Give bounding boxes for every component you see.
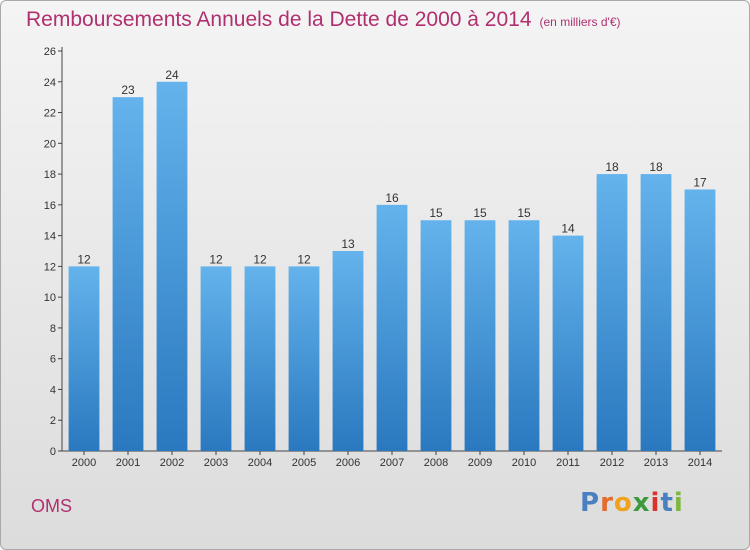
title-text: Remboursements Annuels de la Dette de 20… bbox=[26, 8, 532, 31]
bar bbox=[640, 174, 672, 452]
bar bbox=[288, 266, 320, 451]
x-tick-label: 2011 bbox=[556, 457, 580, 469]
bar bbox=[244, 266, 276, 451]
x-tick-label: 2000 bbox=[72, 457, 96, 469]
y-tick-label: 12 bbox=[44, 261, 56, 273]
logo-letter: i bbox=[673, 488, 684, 518]
logo-letter: i bbox=[650, 488, 661, 518]
bar bbox=[464, 220, 496, 451]
x-tick-label: 2007 bbox=[380, 457, 404, 469]
y-tick-label: 2 bbox=[50, 415, 56, 427]
x-tick-label: 2006 bbox=[336, 457, 360, 469]
x-axis: 2000 2001 2002 2003 2004 2005 2006 2007 2008 2009… bbox=[62, 450, 722, 469]
bar-value-label: 16 bbox=[385, 191, 399, 205]
bar bbox=[596, 174, 628, 452]
y-tick-label: 8 bbox=[50, 323, 56, 335]
y-tick-label: 22 bbox=[44, 108, 56, 120]
bar bbox=[376, 204, 408, 451]
bar bbox=[112, 97, 144, 452]
bar-value-label: 14 bbox=[561, 222, 575, 236]
bar-value-label: 12 bbox=[297, 252, 311, 266]
bar-value-label: 12 bbox=[209, 252, 223, 266]
bars: 12 23 24 12 12 12 13 16 15 15 15 14 18 18 17 bbox=[68, 68, 716, 452]
x-tick-label: 2008 bbox=[424, 457, 448, 469]
chart-title: Remboursements Annuels de la Dette de 20… bbox=[26, 8, 621, 32]
bar bbox=[684, 189, 716, 451]
x-tick-label: 2004 bbox=[248, 457, 272, 469]
proxiti-logo: Proxiti bbox=[580, 488, 684, 518]
y-tick-label: 0 bbox=[50, 446, 56, 458]
chart-subtitle: (en milliers d'€) bbox=[539, 15, 621, 29]
y-tick-label: 6 bbox=[50, 354, 56, 366]
y-tick-label: 16 bbox=[44, 200, 56, 212]
logo-letter: o bbox=[613, 488, 633, 518]
bar bbox=[508, 220, 540, 451]
y-tick-label: 10 bbox=[44, 292, 56, 304]
x-tick-label: 2002 bbox=[160, 457, 184, 469]
x-tick-label: 2003 bbox=[204, 457, 228, 469]
bar-value-label: 17 bbox=[693, 175, 707, 189]
x-tick-label: 2013 bbox=[644, 457, 668, 469]
bar bbox=[420, 220, 452, 451]
y-tick-label: 14 bbox=[44, 231, 56, 243]
bar-value-label: 12 bbox=[253, 252, 267, 266]
x-tick-label: 2010 bbox=[512, 457, 536, 469]
bar-value-label: 23 bbox=[121, 83, 135, 97]
y-tick-label: 20 bbox=[44, 138, 56, 150]
logo-letter: r bbox=[600, 488, 614, 518]
bar bbox=[200, 266, 232, 451]
bar-value-label: 24 bbox=[165, 68, 179, 82]
x-tick-label: 2012 bbox=[600, 457, 624, 469]
x-tick-label: 2001 bbox=[116, 457, 140, 469]
bar-value-label: 12 bbox=[77, 252, 91, 266]
x-tick-label: 2014 bbox=[688, 457, 712, 469]
bar-value-label: 15 bbox=[473, 206, 487, 220]
logo-letter: P bbox=[580, 488, 601, 518]
y-tick-label: 18 bbox=[44, 169, 56, 181]
bar bbox=[332, 251, 364, 451]
y-tick-label: 24 bbox=[44, 77, 56, 89]
logo-letter: x bbox=[632, 488, 651, 518]
logo-letter: t bbox=[660, 488, 674, 518]
y-tick-label: 4 bbox=[50, 384, 56, 396]
city-name: OMS bbox=[31, 496, 73, 516]
x-tick-label: 2005 bbox=[292, 457, 316, 469]
bar-value-label: 15 bbox=[429, 206, 443, 220]
bar-value-label: 18 bbox=[605, 160, 619, 174]
bar bbox=[156, 81, 188, 452]
y-tick-label: 26 bbox=[44, 46, 56, 58]
bar bbox=[68, 266, 100, 451]
bar-value-label: 15 bbox=[517, 206, 531, 220]
bar-value-label: 18 bbox=[649, 160, 663, 174]
bar-value-label: 13 bbox=[341, 237, 355, 251]
x-tick-label: 2009 bbox=[468, 457, 492, 469]
bar bbox=[552, 235, 584, 451]
